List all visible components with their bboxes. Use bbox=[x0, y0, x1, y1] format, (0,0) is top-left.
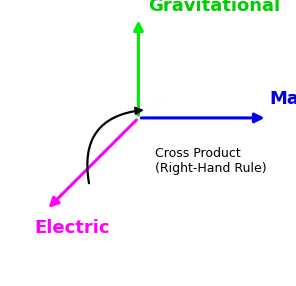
Text: Electric: Electric bbox=[35, 219, 110, 237]
Text: Magnetic: Magnetic bbox=[270, 90, 296, 108]
Text: Gravitational: Gravitational bbox=[148, 0, 280, 15]
Text: Cross Product
(Right-Hand Rule): Cross Product (Right-Hand Rule) bbox=[155, 147, 267, 174]
